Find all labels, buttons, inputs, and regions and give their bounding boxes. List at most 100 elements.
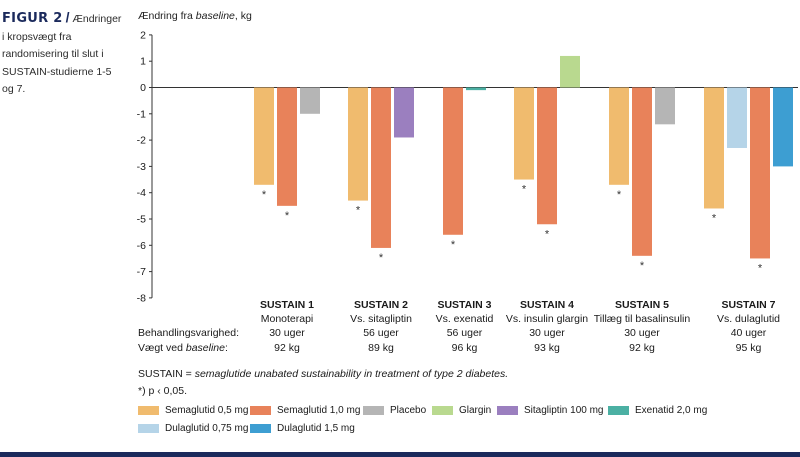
study-baseline-weight: 89 kg (368, 341, 394, 354)
study-column: SUSTAIN 3 Vs. exenatid 56 uger 96 kg (410, 298, 520, 355)
y-tick-label: -2 (137, 135, 146, 147)
weight-row-label: Vægt ved baseline: (138, 342, 228, 354)
study-baseline-weight: 95 kg (735, 341, 762, 354)
legend-swatch (250, 424, 271, 433)
bar-placebo (655, 87, 675, 125)
bottom-border (0, 452, 800, 457)
legend-swatch (432, 406, 453, 415)
significance-marker: * (285, 210, 290, 222)
study-comparator: Tillæg til basalinsulin (593, 313, 691, 326)
legend-label: Semaglutid 1,0 mg (277, 405, 361, 416)
study-column: SUSTAIN 4 Vs. insulin glargin 30 uger 93 kg (492, 298, 602, 355)
study-duration: 30 uger (269, 327, 305, 340)
study-comparator: Vs. exenatid (435, 313, 494, 326)
study-name: SUSTAIN 3 (437, 299, 492, 311)
legend-swatch (138, 406, 159, 415)
study-duration: 56 uger (446, 327, 483, 340)
legend-item: Exenatid 2,0 mg (608, 405, 707, 416)
figure-caption: FIGUR 2 / Ændringer i kropsvægt fra rand… (2, 9, 124, 99)
study-baseline-weight: 92 kg (274, 341, 300, 354)
significance-marker: * (545, 228, 550, 240)
y-tick-label: -6 (137, 240, 146, 252)
bar-dula15 (773, 87, 793, 167)
study-column: SUSTAIN 2 Vs. sitagliptin 56 uger 89 kg (326, 298, 436, 355)
legend-label: Dulaglutid 0,75 mg (165, 423, 249, 434)
study-comparator: Vs. sitagliptin (350, 313, 412, 326)
significance-marker: * (451, 239, 456, 251)
figure-label: FIGUR 2 (2, 11, 63, 26)
y-tick-label: 1 (140, 56, 146, 68)
study-baseline-weight: 92 kg (629, 341, 655, 354)
legend-swatch (363, 406, 384, 415)
bar-sitagliptin (394, 87, 414, 138)
legend-label: Glargin (459, 405, 492, 416)
y-tick-label: 2 (140, 29, 146, 41)
y-tick-label: -5 (137, 214, 146, 226)
y-tick-label: -4 (137, 187, 146, 199)
bar-sema10 (632, 87, 652, 256)
y-tick-label: -3 (137, 161, 146, 173)
significance-footnote: *) p ‹ 0,05. (138, 385, 188, 397)
study-baseline-weight: 93 kg (534, 341, 560, 354)
legend-label: Dulaglutid 1,5 mg (277, 423, 355, 434)
bar-sema10 (277, 87, 297, 206)
legend-label: Semaglutid 0,5 mg (165, 405, 249, 416)
y-axis-label: Ændring fra baseline, kg (138, 10, 252, 22)
study-column: SUSTAIN 7 Vs. dulaglutid 40 uger 95 kg (694, 298, 800, 355)
legend-label: Sitagliptin 100 mg (524, 405, 604, 416)
bar-chart: 2 1 0 -1 -2 -3 -4 -5 -6 -7 -8 * * * * * * * * * * * (137, 29, 798, 304)
legend-item: Dulaglutid 0,75 mg (138, 423, 248, 434)
legend-item: Semaglutid 1,0 mg (250, 405, 360, 416)
legend-swatch (497, 406, 518, 415)
figure-slash: / (65, 9, 70, 25)
bar-sema10 (750, 87, 770, 259)
study-name: SUSTAIN 4 (519, 299, 575, 311)
study-name: SUSTAIN 1 (259, 299, 315, 311)
bar-placebo (300, 87, 320, 114)
significance-marker: * (522, 184, 527, 196)
legend-item: Dulaglutid 1,5 mg (250, 423, 355, 434)
study-baseline-weight: 96 kg (451, 341, 478, 354)
significance-marker: * (262, 189, 267, 201)
legend-swatch (608, 406, 629, 415)
significance-marker: * (379, 252, 384, 264)
study-column: SUSTAIN 5 Tillæg til basalinsulin 30 uger 9… (587, 298, 697, 355)
study-comparator: Monoterapi (260, 313, 314, 326)
legend-swatch (250, 406, 271, 415)
legend-item: Semaglutid 0,5 mg (138, 405, 248, 416)
study-comparator: Vs. insulin glargin (505, 313, 589, 326)
study-duration: 30 uger (624, 327, 660, 340)
bar-sema05 (348, 87, 368, 201)
significance-marker: * (712, 212, 717, 224)
significance-marker: * (617, 189, 622, 201)
significance-marker: * (640, 260, 645, 272)
bar-dula075 (727, 87, 747, 148)
significance-marker: * (758, 262, 763, 274)
study-column: SUSTAIN 1 Monoterapi 30 uger 92 kg (232, 298, 342, 355)
study-name: SUSTAIN 5 (614, 299, 670, 311)
legend-item: Placebo (363, 405, 426, 416)
bar-glargin (560, 55, 580, 88)
bar-sema10 (537, 87, 557, 225)
study-duration: 56 uger (363, 327, 399, 340)
bar-sema10 (443, 87, 463, 235)
bar-sema10 (371, 87, 391, 248)
bar-sema05 (609, 87, 629, 185)
y-tick-label: -8 (137, 292, 146, 304)
legend-item: Sitagliptin 100 mg (497, 405, 604, 416)
study-duration: 30 uger (529, 327, 565, 340)
study-name: SUSTAIN 7 (721, 299, 776, 311)
legend-label: Exenatid 2,0 mg (635, 405, 708, 416)
bar-sema05 (514, 87, 534, 180)
legend-item: Glargin (432, 405, 491, 416)
figure-caption-text: Ændringer i kropsvægt fra randomisering … (2, 13, 122, 95)
significance-marker: * (356, 205, 361, 217)
legend-label: Placebo (390, 405, 427, 416)
y-tick-label: -1 (137, 108, 146, 120)
bar-sema05 (704, 87, 724, 209)
study-comparator: Vs. dulaglutid (716, 313, 781, 326)
duration-row-label: Behandlingsvarighed: (138, 327, 239, 339)
bar-exenatid (466, 87, 486, 91)
bar-sema05 (254, 87, 274, 185)
y-tick-label: 0 (140, 82, 146, 94)
